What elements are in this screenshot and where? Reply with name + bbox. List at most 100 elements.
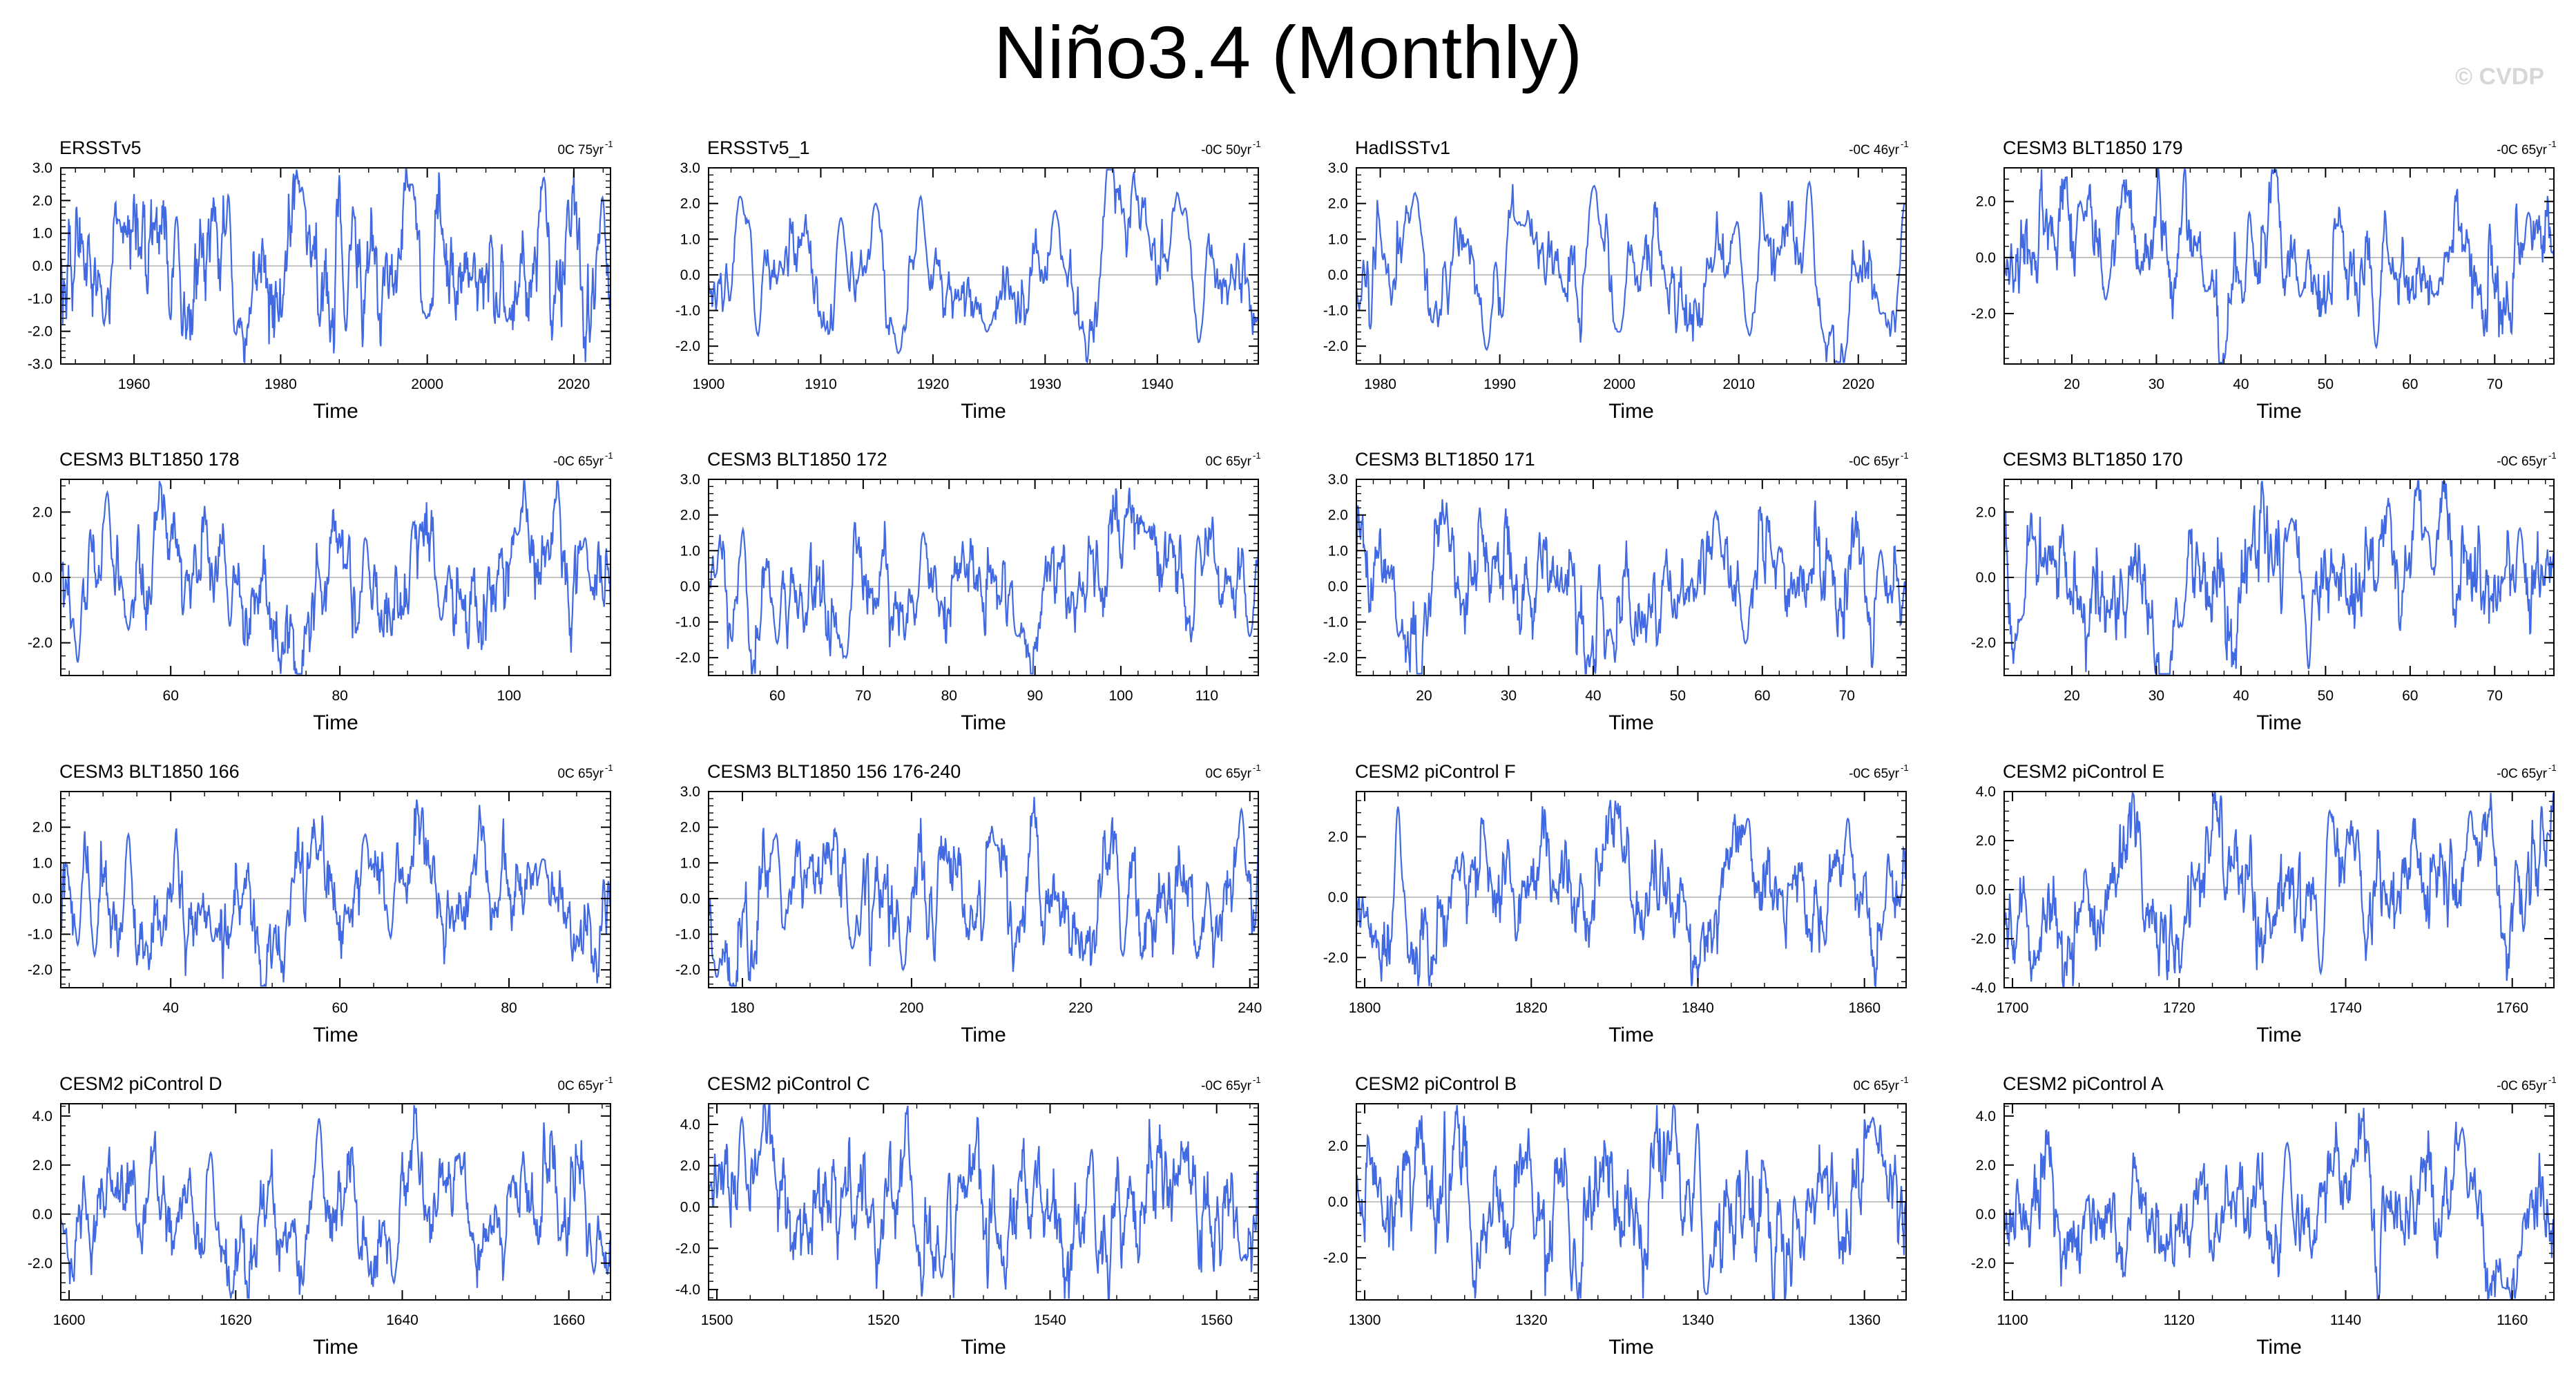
x-axis-label: Time <box>961 400 1006 423</box>
x-tick-label: 1760 <box>2496 1000 2528 1016</box>
panel-title: CESM2 piControl D <box>59 1073 222 1094</box>
x-tick-label: 60 <box>163 688 179 704</box>
y-tick-label: 2.0 <box>1976 833 1996 849</box>
y-tick-label: 1.0 <box>680 231 700 247</box>
x-tick-label: 50 <box>2318 376 2334 392</box>
y-tick-label: 1.0 <box>1328 543 1348 559</box>
x-tick-label: 30 <box>1501 688 1517 704</box>
y-tick-label: 2.0 <box>680 196 700 212</box>
x-tick-label: 80 <box>941 688 957 704</box>
y-tick-label: -2.0 <box>28 324 52 340</box>
y-tick-label: 2.0 <box>32 193 52 209</box>
y-tick-label: 0.0 <box>1976 882 1996 898</box>
y-tick-label: -2.0 <box>1971 635 1996 651</box>
x-axis-label: Time <box>313 711 358 734</box>
plot-frame <box>1356 479 1907 676</box>
y-tick-label: 2.0 <box>32 504 52 520</box>
y-tick-label: -2.0 <box>1323 1250 1348 1266</box>
x-tick-label: 1320 <box>1515 1312 1548 1328</box>
cvdp-watermark: © CVDP <box>2455 64 2544 90</box>
y-tick-label: 3.0 <box>32 160 52 176</box>
x-tick-label: 30 <box>2149 376 2164 392</box>
y-tick-label: 2.0 <box>680 1158 700 1174</box>
x-axis-label: Time <box>313 1336 358 1359</box>
x-tick-label: 1520 <box>867 1312 900 1328</box>
panel-title: CESM3 BLT1850 166 <box>59 761 240 782</box>
trend-unit-superscript: -1 <box>2548 139 2557 149</box>
y-tick-label: -3.0 <box>28 356 52 372</box>
y-tick-label: 2.0 <box>1976 1158 1996 1174</box>
x-axis-label: Time <box>1608 711 1654 734</box>
y-tick-label: 2.0 <box>680 508 700 524</box>
panel-10: CESM3 BLT1850 156 176-240 0C 65yr -1 -2.0 -1… <box>675 761 1262 1046</box>
x-tick-label: 60 <box>1754 688 1770 704</box>
nino34-series-line <box>708 1104 1260 1300</box>
y-tick-label: -2.0 <box>28 635 52 651</box>
y-tick-label: 0.0 <box>32 1207 52 1223</box>
trend-label: -0C 65yr <box>2497 767 2548 781</box>
y-tick-label: -1.0 <box>1323 303 1348 319</box>
plot-frame <box>708 791 1259 988</box>
panel-title: CESM3 BLT1850 179 <box>2003 137 2183 158</box>
x-tick-label: 40 <box>163 1000 179 1016</box>
y-tick-label: 0.0 <box>32 258 52 274</box>
x-tick-label: 100 <box>497 688 521 704</box>
x-tick-label: 2000 <box>411 376 443 392</box>
x-tick-label: 50 <box>1670 688 1686 704</box>
trend-label: -0C 50yr <box>1201 143 1252 157</box>
y-tick-label: -1.0 <box>1323 615 1348 631</box>
y-tick-label: 3.0 <box>680 160 700 176</box>
x-tick-label: 70 <box>2487 376 2503 392</box>
y-tick-label: -4.0 <box>1971 980 1996 996</box>
x-tick-label: 1930 <box>1029 376 1061 392</box>
y-tick-label: 2.0 <box>1328 508 1348 524</box>
plot-frame <box>708 167 1259 365</box>
nino34-series-line <box>2003 790 2555 988</box>
panel-12: CESM2 piControl E -0C 65yr -1 -4.0 -2.0 0.0 2.… <box>1971 761 2557 1046</box>
y-tick-label: 4.0 <box>680 1117 700 1133</box>
trend-unit-superscript: -1 <box>605 450 613 461</box>
x-tick-label: 90 <box>1027 688 1043 704</box>
x-tick-label: 1600 <box>53 1312 86 1328</box>
y-tick-label: -2.0 <box>675 962 700 978</box>
trend-label: 0C 65yr <box>557 767 604 781</box>
x-tick-label: 1820 <box>1515 1000 1548 1016</box>
x-axis-label: Time <box>1608 400 1654 423</box>
nino34-series-line <box>2003 1107 2555 1301</box>
nino34-series-line <box>1355 800 1907 988</box>
panel-2: ERSSTv5_1 -0C 50yr -1 -2.0 -1.0 0.0 1.0 2.0 3.0 1… <box>675 137 1261 423</box>
x-tick-label: 1340 <box>1682 1312 1714 1328</box>
y-tick-label: 1.0 <box>32 855 52 871</box>
x-tick-label: 1360 <box>1848 1312 1881 1328</box>
nino34-series-line <box>1355 180 1907 363</box>
x-tick-label: 1620 <box>220 1312 252 1328</box>
plot-frame <box>1356 167 1907 365</box>
panel-title: HadISSTv1 <box>1355 137 1450 158</box>
y-tick-label: 0.0 <box>680 267 700 283</box>
trend-unit-superscript: -1 <box>605 1075 613 1085</box>
y-tick-label: -1.0 <box>675 927 700 943</box>
nino34-series-line <box>2003 480 2555 675</box>
trend-unit-superscript: -1 <box>1253 139 1261 149</box>
y-tick-label: 2.0 <box>1976 504 1996 520</box>
x-tick-label: 220 <box>1068 1000 1093 1016</box>
plot-frame <box>708 1103 1259 1301</box>
panel-title: CESM3 BLT1850 178 <box>59 449 240 470</box>
x-tick-label: 1500 <box>701 1312 733 1328</box>
trend-unit-superscript: -1 <box>605 763 613 773</box>
y-tick-label: 0.0 <box>1976 1207 1996 1223</box>
nino34-series-line <box>707 796 1260 987</box>
panel-title: CESM2 piControl E <box>2003 761 2164 782</box>
y-tick-label: -1.0 <box>28 291 52 307</box>
panel-3: HadISSTv1 -0C 46yr -1 -2.0 -1.0 0.0 1.0 2.0 3.0 1… <box>1323 137 1909 423</box>
nino34-series-line <box>1355 1103 1907 1300</box>
y-tick-label: -2.0 <box>28 962 52 978</box>
x-tick-label: 60 <box>2402 376 2418 392</box>
trend-unit-superscript: -1 <box>1901 139 1909 149</box>
y-tick-label: -1.0 <box>675 615 700 631</box>
x-tick-label: 1960 <box>118 376 151 392</box>
trend-label: 0C 65yr <box>1205 454 1251 469</box>
panel-4: CESM3 BLT1850 179 -0C 65yr -1 -2.0 0.0 2.0 20 3… <box>1971 137 2557 423</box>
y-tick-label: 3.0 <box>680 784 700 800</box>
y-tick-label: -2.0 <box>1971 931 1996 947</box>
